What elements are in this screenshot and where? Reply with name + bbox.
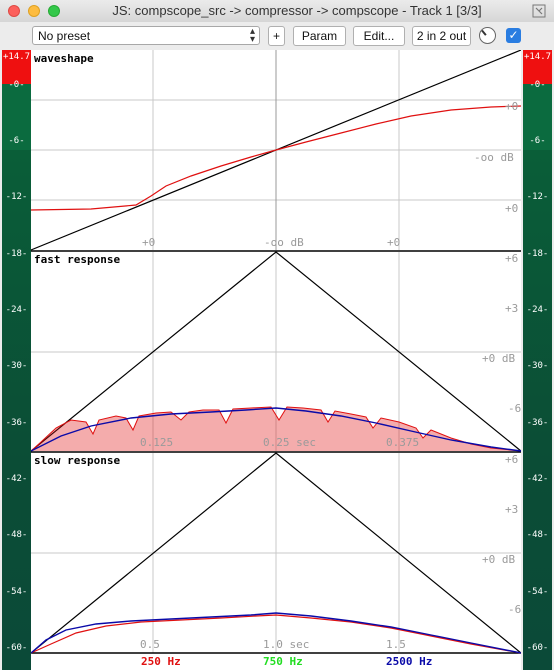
slow-time-label: 1.0 sec [263,638,310,651]
zoom-window-button[interactable] [48,5,60,17]
slow-response-2500hz [31,612,521,654]
wet-dry-knob[interactable] [479,27,496,44]
waveshape-right-label: +0 [505,100,519,113]
scope-display: waveshape fast response slow response +0… [31,50,521,670]
slow-right-label: +0 dB [482,553,516,566]
waveshape-curve [31,105,521,211]
edit-button[interactable]: Edit... [353,26,405,46]
fast-response-2500hz [31,407,521,452]
meter-scale-label: -18- [526,249,549,259]
meter-scale-label: -54- [526,587,549,597]
slow-response-title: slow response [34,454,121,467]
window-title: JS: compscope_src -> compressor -> comps… [112,3,482,18]
meter-scale-label: -36- [526,418,549,428]
legend-750hz: 750 Hz [263,655,303,668]
fast-right-label: +3 [505,302,519,315]
meter-scale-label: -12- [5,192,28,202]
fast-right-label: -6 [508,402,522,415]
meter-scale-label: -24- [526,305,549,315]
meter-fill [2,84,31,150]
clip-indicator [523,50,552,84]
waveshape-bottom-label: -oo dB [264,236,304,249]
waveshape-bottom-label: +0 [387,236,401,249]
routing-button[interactable]: 2 in 2 out [412,26,471,46]
waveshape-right-label: -oo dB [474,151,514,164]
peak-value: +14.7 [523,52,552,62]
slow-right-label: +3 [505,503,519,516]
meter-scale-label: -24- [5,305,28,315]
slow-response-250hz [31,614,521,654]
meter-scale-label: -0- [8,80,25,90]
slow-time-label: 0.5 [140,638,160,651]
meter-scale-label: -6- [529,136,546,146]
fast-time-label: 0.375 [386,436,420,449]
meter-scale-label: -54- [5,587,28,597]
toolbar: No preset ▴ ▾ + Param Edit... 2 in 2 out … [0,22,554,50]
meter-scale-label: -30- [526,361,549,371]
meter-scale-label: -42- [5,474,28,484]
title-bar: JS: compscope_src -> compressor -> comps… [0,0,554,23]
param-button[interactable]: Param [293,26,346,46]
fast-right-label: +6 [505,252,519,265]
close-window-button[interactable] [8,5,20,17]
minimize-window-button[interactable] [28,5,40,17]
left-level-meter: +14.7 -0- -6- -12- -18- -24- -30- -36- -… [2,50,31,670]
add-preset-button[interactable]: + [268,26,285,46]
meter-scale-label: -60- [5,643,28,653]
pin-icon[interactable] [532,4,546,18]
fast-envelope-triangle [31,251,521,452]
slow-time-label: 1.5 [386,638,406,651]
fast-right-label: +0 dB [482,352,516,365]
legend-250hz: 250 Hz [141,655,181,668]
fast-time-label: 0.25 sec [263,436,316,449]
waveshape-bottom-label: +0 [142,236,156,249]
preset-value: No preset [38,29,91,43]
preset-select[interactable]: No preset ▴ ▾ [32,26,260,45]
enable-checkbox[interactable]: ✓ [506,28,521,43]
fast-response-title: fast response [34,253,121,266]
meter-track [2,150,31,670]
meter-scale-label: -36- [5,418,28,428]
slow-envelope-triangle [31,452,521,654]
meter-scale-label: -30- [5,361,28,371]
meter-scale-label: -48- [5,530,28,540]
fast-ripple-250hz [31,406,521,452]
slow-right-label: +6 [505,453,519,466]
meter-scale-label: -48- [526,530,549,540]
clip-indicator [2,50,31,84]
chevron-updown-icon: ▴ ▾ [249,26,255,45]
meter-scale-label: -42- [526,474,549,484]
meter-track [523,150,552,670]
scope-graph [31,50,521,654]
slow-right-label: -6 [508,603,522,616]
meter-scale-label: -18- [5,249,28,259]
waveshape-right-label: +0 [505,202,519,215]
right-level-meter: +14.7 -0- -6- -12- -18- -24- -30- -36- -… [523,50,552,670]
waveshape-title: waveshape [34,52,94,65]
peak-value: +14.7 [2,52,31,62]
meter-scale-label: -0- [529,80,546,90]
legend-2500hz: 2500 Hz [386,655,433,668]
meter-scale-label: -12- [526,192,549,202]
meter-scale-label: -60- [526,643,549,653]
meter-scale-label: -6- [8,136,25,146]
fast-time-label: 0.125 [140,436,174,449]
meter-fill [523,84,552,150]
